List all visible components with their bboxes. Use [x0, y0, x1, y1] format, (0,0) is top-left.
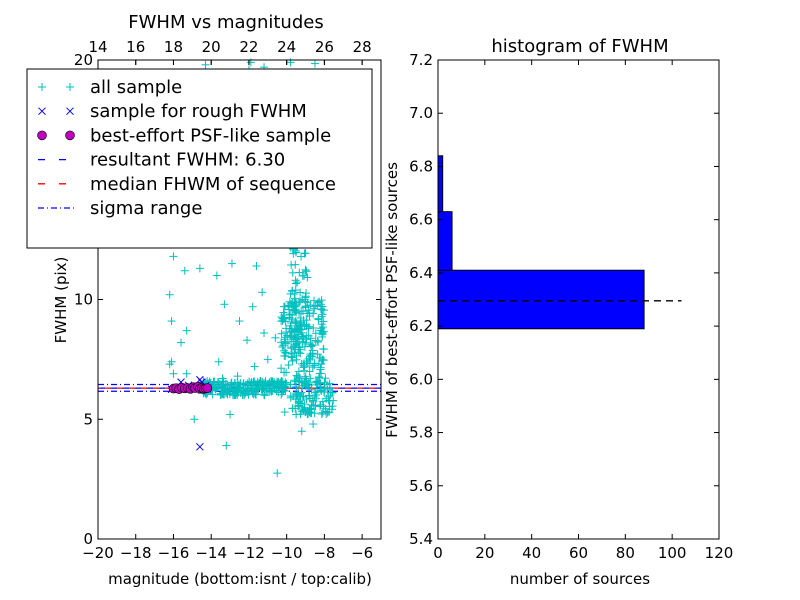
histogram-axis-ticks: 0 20 40 60 80 100 120 5.4 5.6 5.8 6.0 6.2 6.4 6.6 6.8 7… — [409, 51, 733, 562]
hist-x-tick-label-4: 80 — [616, 544, 635, 562]
hist-y-tick-label-8: 7.0 — [409, 104, 433, 122]
scatter-ylabel: FWHM (pix) — [52, 257, 70, 344]
top-tick-label-7: 28 — [353, 38, 372, 56]
top-tick-label-3: 20 — [202, 38, 221, 56]
x-tick-label-5: −10 — [271, 544, 303, 562]
histogram-chart: 0 20 40 60 80 100 120 5.4 5.6 5.8 6.0 6.2 6.4 6.6 6.8 7… — [383, 36, 733, 588]
hist-y-tick-label-2: 5.8 — [409, 424, 433, 442]
x-tick-label-4: −12 — [233, 544, 265, 562]
legend-frame — [26, 68, 373, 249]
legend-entry-median: median FHWM of sequence — [38, 174, 336, 195]
hist-y-tick-label-1: 5.6 — [409, 477, 433, 495]
legend-label-best: best-effort PSF-like sample — [90, 125, 331, 146]
x-tick-label-2: −16 — [158, 544, 190, 562]
legend-label-sigma: sigma range — [90, 198, 202, 219]
legend: all sample sample for rough FWHM best-effo… — [26, 68, 373, 249]
histogram-ylabel: FWHM of best-effort PSF-like sources — [383, 162, 401, 438]
x-tick-label-7: −6 — [351, 544, 373, 562]
x-tick-label-0: −20 — [82, 544, 114, 562]
hist-y-tick-label-9: 7.2 — [409, 51, 433, 69]
scatter-axis-ticks: −20 −18 −16 −14 −12 −10 −8 −6 14 16 18 20 22 24 26 28 0 5… — [74, 38, 381, 562]
rough-sample-point-12-b — [196, 442, 204, 451]
top-tick-label-1: 16 — [126, 38, 145, 56]
hist-y-tick-label-5: 6.4 — [409, 264, 433, 282]
legend-marker-a-b — [38, 107, 46, 116]
legend-label-resultant: resultant FWHM: 6.30 — [90, 150, 285, 171]
top-tick-label-2: 18 — [164, 38, 183, 56]
y-tick-label-top: 20 — [74, 51, 93, 69]
legend-label-all: all sample — [90, 77, 182, 98]
legend-entry-all: all sample — [38, 77, 182, 98]
top-tick-label-0: 14 — [88, 38, 107, 56]
hist-x-tick-label-0: 0 — [433, 544, 443, 562]
hist-x-tick-label-6: 120 — [705, 544, 734, 562]
legend-label-rough: sample for rough FWHM — [90, 101, 307, 122]
top-tick-label-5: 24 — [277, 38, 296, 56]
legend-entry-resultant: resultant FWHM: 6.30 — [38, 150, 285, 171]
legend-entry-best: best-effort PSF-like sample — [37, 125, 331, 146]
scatter-title: FWHM vs magnitudes — [128, 12, 323, 33]
legend-label-median: median FHWM of sequence — [90, 174, 336, 195]
legend-entry-sigma: sigma range — [38, 198, 202, 219]
legend-entry-rough: sample for rough FWHM — [38, 101, 307, 122]
hist-x-tick-label-5: 100 — [658, 544, 687, 562]
legend-entries: all sample sample for rough FWHM best-effo… — [37, 77, 336, 219]
hist-x-tick-label-2: 40 — [522, 544, 541, 562]
legend-marker-a — [37, 130, 47, 141]
hist-y-tick-label-0: 5.4 — [409, 530, 433, 548]
series-best-effort-sample — [168, 381, 213, 394]
histogram-data — [437, 155, 682, 330]
hist-x-tick-label-1: 20 — [475, 544, 494, 562]
best-effort-point-14 — [202, 383, 213, 393]
y-tick-label-2: 10 — [74, 291, 93, 309]
hist-y-tick-label-3: 6.0 — [409, 370, 433, 388]
hist-y-tick-label-4: 6.2 — [409, 317, 433, 335]
histogram-bar-0 — [437, 269, 645, 330]
top-tick-label-6: 26 — [315, 38, 334, 56]
x-tick-label-6: −8 — [313, 544, 335, 562]
y-tick-label-0: 0 — [83, 530, 93, 548]
legend-marker-b-b — [66, 107, 74, 116]
top-tick-label-4: 22 — [239, 38, 258, 56]
histogram-title: histogram of FWHM — [491, 36, 668, 57]
hist-x-tick-label-3: 60 — [569, 544, 588, 562]
x-tick-label-3: −14 — [195, 544, 227, 562]
y-tick-label-1: 5 — [83, 410, 93, 428]
legend-marker-b — [65, 130, 75, 141]
histogram-bar-1 — [437, 211, 453, 271]
x-tick-label-1: −18 — [120, 544, 152, 562]
histogram-bar-2 — [437, 155, 444, 213]
hist-y-tick-label-7: 6.8 — [409, 157, 433, 175]
hist-y-tick-label-6: 6.6 — [409, 211, 433, 229]
scatter-xlabel: magnitude (bottom:isnt / top:calib) — [108, 570, 372, 588]
scatter-chart: −20 −18 −16 −14 −12 −10 −8 −6 14 16 18 20 22 24 26 28 0 5… — [26, 12, 382, 588]
histogram-xlabel: number of sources — [510, 570, 650, 588]
